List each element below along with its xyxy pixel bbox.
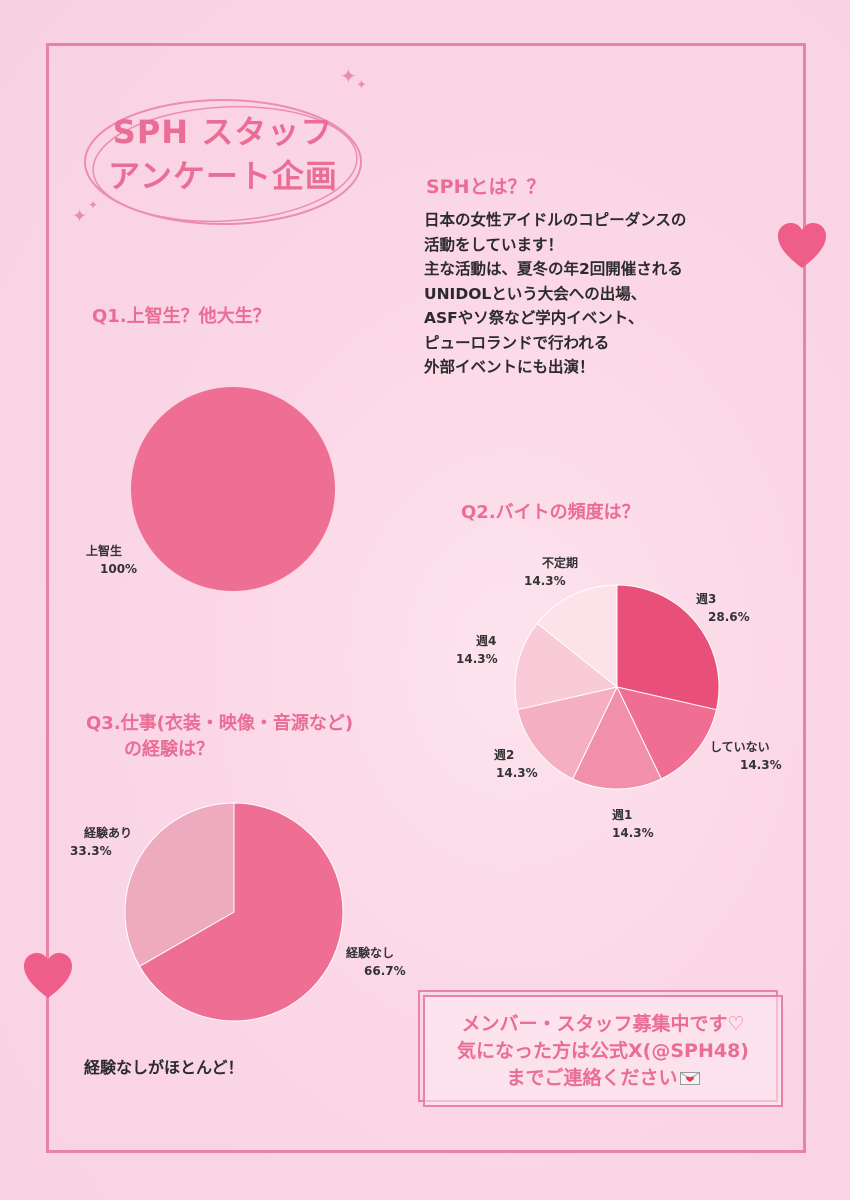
q2-label-pct: 14.3% <box>456 652 498 666</box>
q2-slice-週2 <box>516 686 618 780</box>
q2-label-pct: 14.3% <box>740 758 782 772</box>
q3-slice-経験なし <box>138 802 344 1022</box>
q3-label-name: 経験あり <box>84 826 133 840</box>
q2-label-4: 週4 14.3% <box>456 632 498 668</box>
about-line: 活動をしています！ <box>424 235 564 254</box>
about-line: 外部イベントにも出演！ <box>424 358 595 376</box>
heart-icon <box>24 953 72 998</box>
q2-label-0: 週3 28.6% <box>696 590 750 626</box>
q2-slice-していない <box>616 686 718 780</box>
q2-title: Q2.バイトの頻度は？ <box>461 502 640 523</box>
recruit-line-3: までご連絡ください <box>425 1065 781 1092</box>
sparkle-icon: ✦ <box>88 198 99 212</box>
q3-label-name: 経験なし <box>346 946 395 960</box>
about-line: ASFやソ祭など学内イベント、 <box>424 309 644 327</box>
page-title: SPH スタッフ アンケート企画 <box>78 110 368 198</box>
q2-pie-chart <box>514 584 720 790</box>
love-letter-icon <box>679 1072 700 1085</box>
q2-label-5: 不定期 14.3% <box>524 554 579 590</box>
about-line: 日本の女性アイドルのコピーダンスの <box>424 211 687 229</box>
q3-pie-chart <box>124 802 344 1022</box>
q3-title-line: の経験は？ <box>124 739 214 760</box>
q1-slice-上智生 <box>131 387 335 591</box>
q3-slice-経験あり <box>124 802 235 967</box>
q2-label-2: 週1 14.3% <box>612 806 654 842</box>
recruit-line: までご連絡ください <box>506 1067 678 1089</box>
heart-icon <box>778 223 826 268</box>
q2-label-pct: 28.6% <box>708 610 750 624</box>
title-line-2: アンケート企画 <box>108 157 338 195</box>
q3-label-0: 経験なし 66.7% <box>346 944 406 980</box>
q2-label-name: 不定期 <box>542 556 579 570</box>
q2-slice-不定期 <box>536 584 618 689</box>
q1-pie-chart <box>131 387 335 591</box>
q2-label-name: 週4 <box>476 634 497 648</box>
about-text: 日本の女性アイドルのコピーダンスの 活動をしています！ 主な活動は、夏冬の年2回… <box>424 208 784 380</box>
q3-title-line: Q3.仕事(衣装・映像・音源など) <box>86 713 354 734</box>
q3-note: 経験なしがほとんど！ <box>84 1058 244 1077</box>
q2-label-name: 週1 <box>612 808 633 822</box>
q3-label-pct: 33.3% <box>70 844 112 858</box>
q3-label-1: 経験あり 33.3% <box>70 824 133 860</box>
recruit-box: メンバー・スタッフ募集中です♡ 気になった方は公式X(@SPH48) までご連絡… <box>423 995 783 1107</box>
title-ellipse <box>84 99 362 225</box>
q2-label-name: 週2 <box>494 748 515 762</box>
sparkle-icon: ✦ <box>72 206 88 227</box>
about-line: ピューロランドで行われる <box>424 333 610 352</box>
q3-title: Q3.仕事(衣装・映像・音源など) の経験は？ <box>86 711 353 763</box>
recruit-text: メンバー・スタッフ募集中です♡ 気になった方は公式X(@SPH48) までご連絡… <box>425 1011 781 1092</box>
q2-label-1: していない 14.3% <box>710 738 782 774</box>
q2-label-pct: 14.3% <box>496 766 538 780</box>
page-frame <box>46 43 806 1153</box>
q2-label-pct: 14.3% <box>612 826 654 840</box>
q2-label-name: 週3 <box>696 592 717 606</box>
sparkle-icon: ✦ <box>340 64 357 88</box>
about-heading: SPHとは？？ <box>426 176 546 198</box>
title-line-1: SPH スタッフ <box>112 113 334 151</box>
q1-label-0: 上智生 100% <box>86 542 137 578</box>
q2-slice-週1 <box>572 685 662 790</box>
about-line: UNIDOLという大会への出場、 <box>424 284 647 303</box>
q2-slice-週3 <box>616 584 720 711</box>
about-line: 主な活動は、夏冬の年2回開催される <box>424 260 683 278</box>
q1-title: Q1.上智生？他大生？ <box>92 306 271 327</box>
q1-label-pct: 100% <box>100 562 138 576</box>
sparkle-icon: ✦ <box>356 78 367 93</box>
q2-label-name: していない <box>710 740 770 754</box>
q2-label-3: 週2 14.3% <box>494 746 538 782</box>
recruit-line: 気になった方は公式X(@SPH48) <box>457 1040 749 1062</box>
q3-label-pct: 66.7% <box>364 964 406 978</box>
q2-label-pct: 14.3% <box>524 574 566 588</box>
recruit-line: メンバー・スタッフ募集中です♡ <box>461 1013 745 1035</box>
q1-label-name: 上智生 <box>86 544 123 558</box>
q2-slice-週4 <box>514 622 619 711</box>
title-badge: SPH スタッフ アンケート企画 <box>78 92 368 232</box>
